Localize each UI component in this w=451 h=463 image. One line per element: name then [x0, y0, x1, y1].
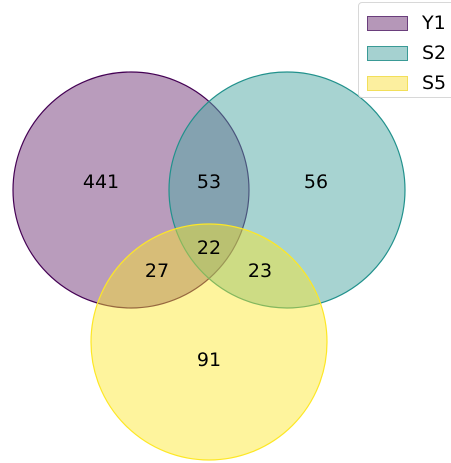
- legend-label-s2: S2: [422, 42, 447, 64]
- region-y1-s2-s5: 22: [197, 237, 221, 259]
- set-circle-s2: [168, 71, 406, 309]
- region-s5-only: 91: [197, 349, 221, 371]
- legend-swatch-s5: [367, 75, 408, 91]
- set-circle-s5: [90, 223, 328, 461]
- region-s2-s5: 23: [248, 260, 272, 282]
- region-y1-only: 441: [83, 171, 119, 193]
- region-s2-only: 56: [304, 171, 328, 193]
- region-y1-s5: 27: [145, 260, 169, 282]
- legend-swatch-s2: [367, 45, 408, 61]
- legend-item-s5: S5: [367, 73, 446, 93]
- legend-item-s2: S2: [367, 43, 446, 63]
- legend-swatch-y1: [367, 15, 408, 31]
- region-y1-s2: 53: [197, 171, 221, 193]
- legend-label-y1: Y1: [422, 12, 446, 34]
- legend-label-s5: S5: [422, 72, 447, 94]
- legend: Y1 S2 S5: [358, 2, 451, 98]
- legend-item-y1: Y1: [367, 13, 446, 33]
